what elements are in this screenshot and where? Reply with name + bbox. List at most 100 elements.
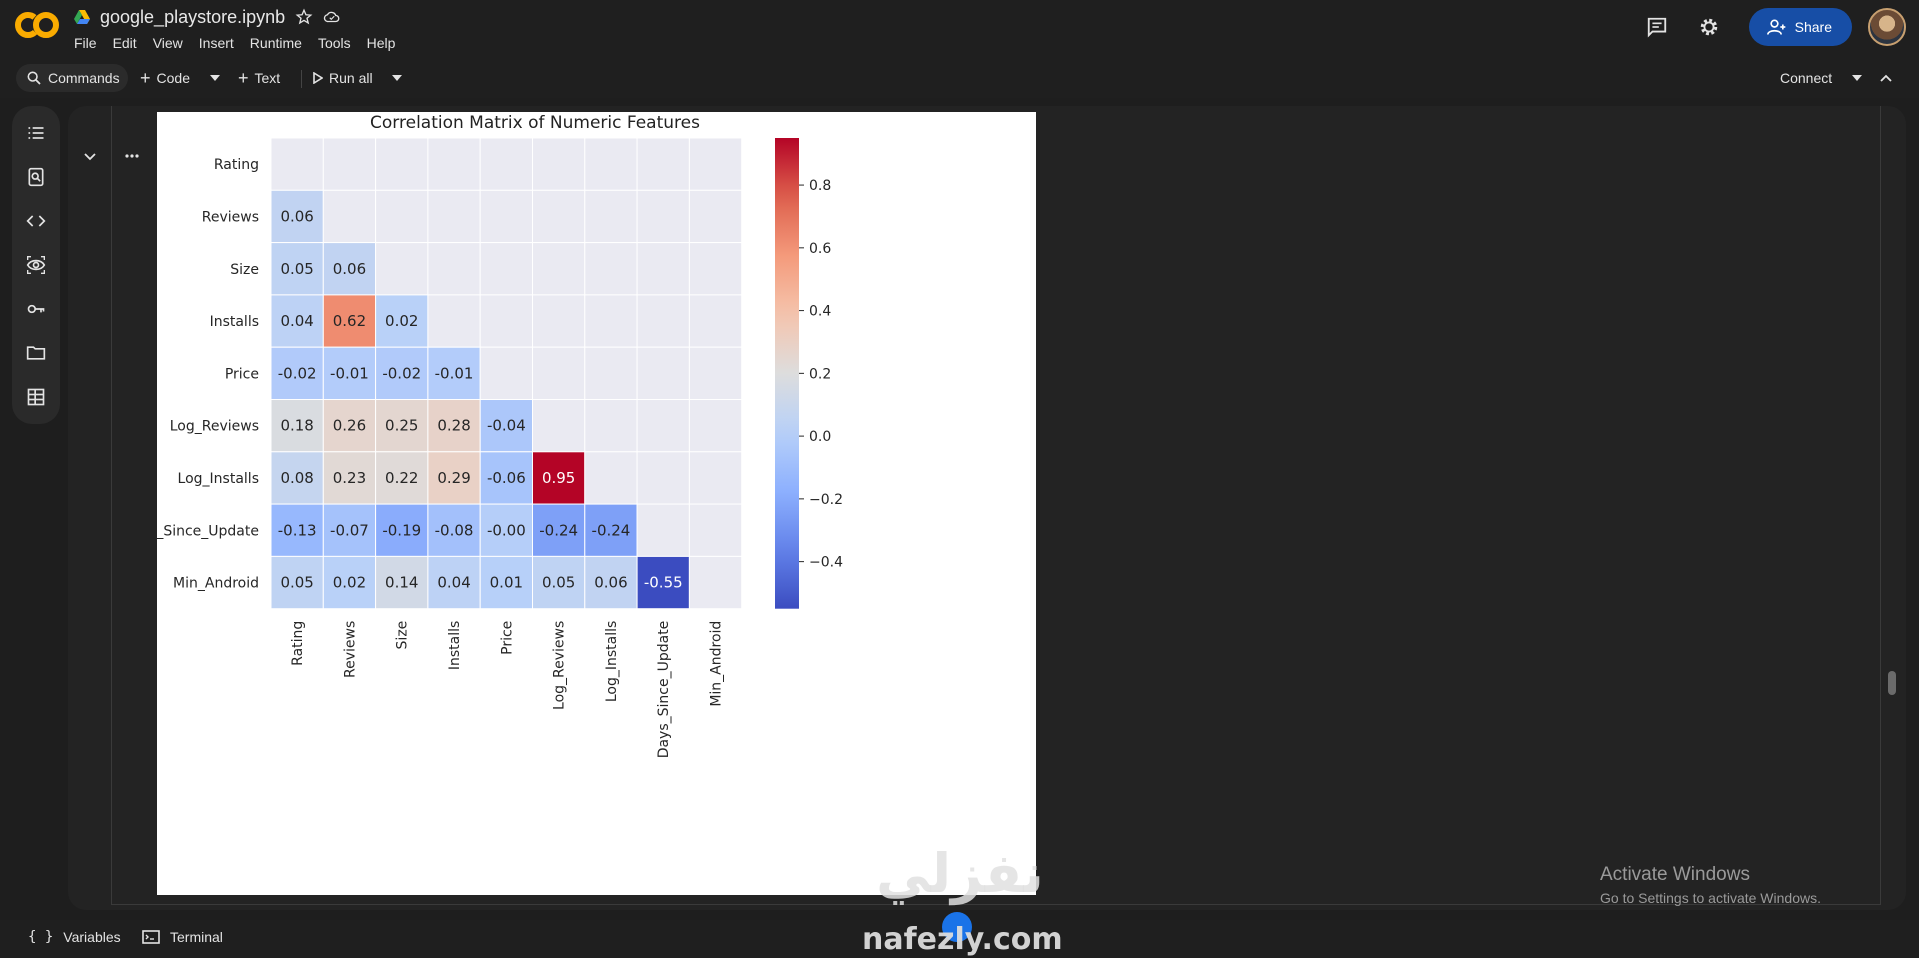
heatmap-value-label: -0.06	[487, 469, 526, 487]
cell-divider	[111, 904, 1881, 905]
heatmap-masked-cell	[479, 137, 534, 191]
code-dropdown-button[interactable]	[210, 64, 220, 92]
notebook-title[interactable]: google_playstore.ipynb	[100, 6, 286, 27]
secrets-key-icon[interactable]	[24, 297, 48, 321]
heatmap-cell	[375, 451, 429, 505]
menu-help[interactable]: Help	[366, 35, 396, 51]
heatmap-value-label: -0.02	[382, 364, 421, 382]
column-tick-label: Days_Since_Update	[656, 621, 672, 759]
collapse-header-button[interactable]	[1880, 64, 1892, 92]
heatmap-cell	[322, 242, 377, 296]
scrollbar-thumb[interactable]	[1888, 671, 1896, 695]
colorbar-tick-label: 0.4	[809, 304, 831, 320]
left-sidebar	[12, 106, 60, 424]
files-folder-icon[interactable]	[24, 341, 48, 365]
add-text-button[interactable]: + Text	[238, 64, 280, 92]
heatmap-masked-cell	[532, 242, 586, 296]
add-code-button[interactable]: + Code	[140, 64, 190, 92]
gear-icon[interactable]	[1697, 15, 1721, 39]
menu-view[interactable]: View	[152, 35, 183, 51]
heatmap-cell	[322, 399, 377, 453]
heatmap-value-label: 0.04	[437, 574, 470, 592]
terminal-button[interactable]: Terminal	[142, 929, 223, 945]
row-tick-label: Log_Reviews	[170, 419, 259, 435]
colorbar-tick-label: 0.0	[809, 429, 831, 445]
menu-runtime[interactable]: Runtime	[249, 35, 302, 51]
heatmap-masked-cell	[688, 189, 743, 244]
play-icon	[313, 72, 323, 84]
heatmap-cell	[270, 555, 324, 610]
colab-logo[interactable]	[15, 10, 59, 40]
menu-edit[interactable]: Edit	[112, 35, 137, 51]
heatmap-cell	[532, 451, 586, 505]
heatmap-cell	[270, 451, 324, 505]
variables-braces-icon: { }	[28, 929, 54, 945]
more-options-icon[interactable]	[124, 148, 140, 164]
run-all-dropdown-button[interactable]	[392, 64, 402, 92]
heatmap-masked-cell	[375, 137, 429, 191]
avatar[interactable]	[1868, 8, 1906, 46]
table-of-contents-icon[interactable]	[24, 121, 48, 145]
site-watermark: نفزلي nafezly.com	[850, 842, 1080, 958]
connect-button[interactable]: Connect	[1780, 64, 1832, 92]
share-button[interactable]: Share	[1748, 8, 1852, 46]
heatmap-value-label: 0.28	[437, 417, 470, 435]
menu-tools[interactable]: Tools	[317, 35, 351, 51]
heatmap-value-label: -0.02	[278, 364, 317, 382]
column-tick-label: Log_Reviews	[552, 621, 568, 710]
heatmap-masked-cell	[584, 294, 638, 348]
windows-activation-watermark: Activate Windows Go to Settings to activ…	[1600, 864, 1821, 906]
chevron-down-icon[interactable]	[82, 148, 98, 164]
cloud-saved-icon[interactable]	[323, 8, 341, 26]
menu-file[interactable]: File	[74, 35, 97, 51]
star-icon[interactable]	[295, 8, 313, 26]
code-snippets-icon[interactable]	[24, 209, 48, 233]
heatmap-value-label: 0.05	[280, 574, 313, 592]
search-icon	[27, 71, 41, 85]
comment-icon[interactable]	[1645, 15, 1669, 39]
commands-button[interactable]: Commands	[16, 64, 128, 92]
menu-insert[interactable]: Insert	[198, 35, 234, 51]
heatmap-cell	[375, 503, 429, 557]
column-tick-label: Price	[499, 621, 515, 655]
row-tick-label: Size	[230, 262, 259, 278]
heatmap-masked-cell	[688, 451, 743, 505]
heatmap-cell	[636, 555, 690, 610]
run-all-label: Run all	[329, 70, 373, 86]
heatmap-cell	[479, 399, 534, 453]
variables-button[interactable]: { } Variables	[28, 929, 121, 945]
cell-output: Correlation Matrix of Numeric Features 0.…	[121, 112, 1036, 895]
heatmap-value-label: 0.23	[333, 469, 366, 487]
heatmap-value-label: -0.13	[278, 521, 317, 539]
heatmap-masked-cell	[688, 242, 743, 296]
heatmap-value-label: -0.01	[435, 364, 474, 382]
run-all-button[interactable]: Run all	[313, 64, 373, 92]
find-icon[interactable]	[24, 165, 48, 189]
caret-down-icon	[210, 75, 220, 81]
terminal-icon	[142, 930, 160, 944]
cell-divider	[111, 106, 112, 904]
title-row: google_playstore.ipynb	[74, 5, 341, 29]
activate-title: Activate Windows	[1600, 864, 1750, 885]
variables-inspector-icon[interactable]	[24, 253, 48, 277]
heatmap-value-label: 0.18	[280, 417, 313, 435]
connect-dropdown-button[interactable]	[1852, 64, 1862, 92]
row-tick-label: Rating	[214, 157, 259, 173]
chevron-up-icon	[1880, 74, 1892, 82]
heatmap-value-label: -0.01	[330, 364, 369, 382]
heatmap-masked-cell	[688, 294, 743, 348]
column-tick-label: Size	[395, 621, 411, 650]
heatmap-value-label: 0.14	[385, 574, 418, 592]
heatmap-masked-cell	[584, 399, 638, 453]
heatmap-cell	[375, 399, 429, 453]
heatmap-value-label: 0.62	[333, 312, 366, 330]
heatmap-masked-cell	[427, 242, 481, 296]
heatmap-value-label: -0.08	[435, 521, 474, 539]
heatmap-value-label: -0.24	[539, 521, 578, 539]
toolbar-divider	[301, 70, 302, 88]
heatmap-masked-cell	[584, 137, 638, 191]
data-table-icon[interactable]	[24, 385, 48, 409]
correlation-heatmap: Correlation Matrix of Numeric Features 0.…	[121, 113, 843, 759]
heatmap-value-label: -0.19	[382, 521, 421, 539]
heatmap-value-label: 0.08	[280, 469, 313, 487]
